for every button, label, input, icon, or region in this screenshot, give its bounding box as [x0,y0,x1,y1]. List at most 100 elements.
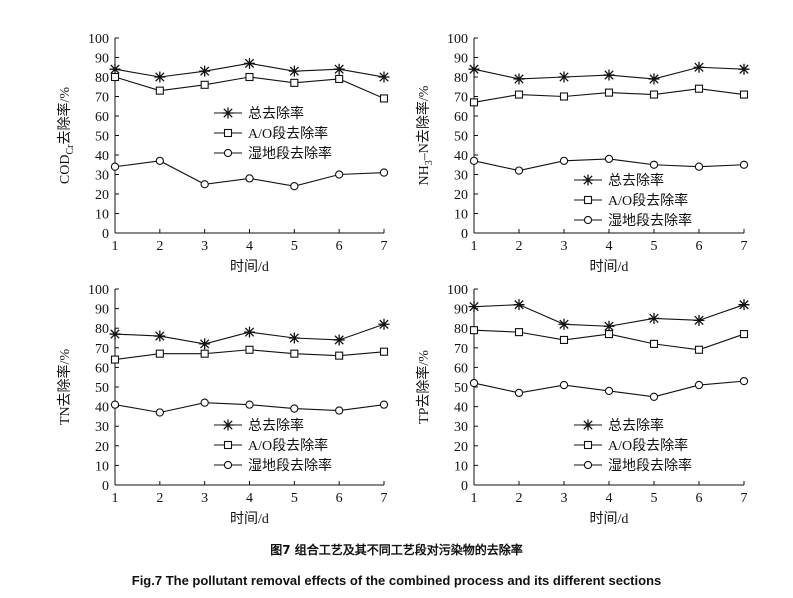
y-axis-label-main: TN去除率/% [56,349,73,426]
y-tick-label: 30 [95,169,109,184]
y-tick-label: 50 [95,130,109,145]
y-tick-label: 90 [95,52,109,67]
y-tick-label: 100 [447,283,468,298]
y-tick-label: 0 [461,227,468,242]
data-point-square [335,351,344,360]
x-tick-label: 3 [561,491,568,506]
data-point-circle [559,156,569,165]
x-tick-label: 4 [606,239,613,254]
data-point-asterisk [333,334,345,346]
x-tick-label: 1 [112,491,119,506]
legend-label: A/O段去除率 [248,437,328,454]
data-point-asterisk [693,61,705,73]
data-point-asterisk [378,318,390,330]
x-tick-label: 1 [471,491,478,506]
data-point-asterisk [513,299,525,311]
x-axis-label: 时间/d [230,259,269,275]
x-tick-label: 3 [561,239,568,254]
data-point-square [245,72,254,82]
data-point-asterisk [244,326,255,338]
y-tick-label: 40 [454,401,468,416]
x-tick-label: 7 [381,239,388,254]
legend-label: A/O段去除率 [248,125,328,142]
legend-marker-asterisk [222,419,234,431]
y-axis-label: TN去除率/% [56,349,73,426]
legend-label: 总去除率 [608,417,664,434]
data-point-square [604,330,614,339]
chart-panel-4: 0 10 20 30 40 50 60 70 80 90 100 1 2 3 4 5 6 7 时间/d TP去除率/%… [415,283,750,527]
x-tick-label: 4 [246,491,253,506]
data-point-square [379,347,389,356]
y-tick-label: 10 [95,208,109,223]
data-point-square [559,335,569,345]
x-axis-label: 时间/d [590,259,629,275]
y-axis-label: TP去除率/% [415,350,432,424]
data-point-circle [335,406,344,415]
x-tick-label: 5 [651,491,658,506]
x-tick-label: 4 [246,239,253,254]
y-tick-label: 80 [454,71,468,86]
data-point-circle [739,376,749,386]
data-point-square [469,326,479,335]
y-tick-label: 60 [454,361,468,376]
y-tick-label: 20 [454,188,468,203]
data-point-circle [739,160,749,169]
y-tick-label: 90 [454,52,468,67]
data-point-square [514,90,524,99]
data-point-square [245,345,254,354]
data-point-circle [245,400,254,409]
data-point-circle [559,380,569,390]
data-point-square [200,80,209,89]
data-point-asterisk [738,63,750,75]
data-point-circle [200,180,209,189]
data-point-circle [604,386,614,396]
data-point-circle [469,156,479,165]
y-tick-label: 10 [95,459,109,474]
data-point-square [110,72,120,82]
legend-marker-square [583,195,593,205]
legend-label: 湿地段去除率 [248,145,332,162]
data-point-asterisk [109,63,121,75]
data-point-asterisk [199,65,211,77]
data-point-circle [110,400,120,409]
x-tick-label: 5 [651,239,658,254]
chart-panel-3: 0 10 20 30 40 50 60 70 80 90 100 1 2 3 4 5 6 7 时间/d TN去除率/%… [56,283,390,527]
y-tick-label: 40 [454,149,468,164]
y-tick-label: 70 [454,342,468,357]
legend-marker-square [223,128,233,138]
data-point-asterisk [513,73,525,85]
x-tick-label: 1 [471,239,478,254]
data-point-circle [514,166,524,175]
y-tick-label: 90 [454,303,468,318]
data-point-asterisk [558,71,570,83]
legend-label: 总去除率 [608,172,664,189]
legend-label: A/O段去除率 [608,192,688,209]
x-tick-label: 6 [336,491,343,506]
x-tick-label: 2 [156,239,163,254]
y-tick-label: 40 [95,401,109,416]
legend-marker-circle [583,460,593,470]
data-point-circle [694,380,704,390]
legend-label: A/O段去除率 [608,437,688,454]
y-tick-label: 50 [95,381,109,396]
legend-label: 湿地段去除率 [248,457,332,474]
y-tick-label: 30 [95,420,109,435]
y-tick-label: 100 [447,32,468,47]
x-tick-label: 6 [696,491,703,506]
x-tick-label: 3 [201,239,208,254]
x-tick-label: 6 [696,239,703,254]
data-point-asterisk [558,318,570,330]
y-tick-label: 70 [95,342,109,357]
y-tick-label: 30 [454,420,468,435]
data-point-asterisk [288,332,300,344]
y-tick-label: 90 [95,303,109,318]
data-point-circle [110,162,120,171]
data-point-asterisk [378,71,390,83]
y-tick-label: 10 [454,208,468,223]
data-point-circle [155,156,164,165]
data-point-asterisk [199,338,211,350]
data-point-circle [604,154,614,164]
y-tick-label: 100 [88,32,109,47]
